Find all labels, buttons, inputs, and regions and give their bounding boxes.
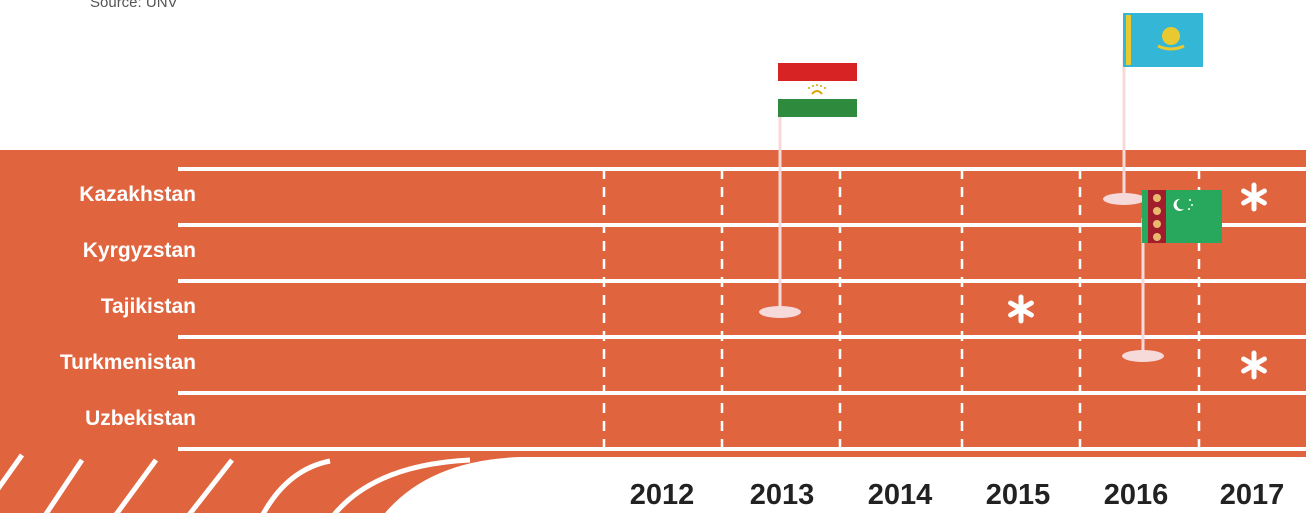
source-note: Source: UNV xyxy=(90,0,178,11)
track-surface xyxy=(0,150,1306,513)
year-label-2015: 2015 xyxy=(985,479,1051,511)
bottom-arc-lines xyxy=(0,453,471,513)
asterisk-icon xyxy=(1241,350,1267,380)
tajikistan-flag-event xyxy=(759,63,857,318)
row-label-kyrgyzstan: Kyrgyzstan xyxy=(82,239,196,262)
tajikistan-flag-icon xyxy=(778,63,857,117)
kazakhstan-flag-icon xyxy=(1123,13,1203,67)
row-label-uzbekistan: Uzbekistan xyxy=(85,407,196,430)
turkmenistan-flag-event xyxy=(1122,190,1222,362)
year-label-2014: 2014 xyxy=(867,479,933,511)
asterisk-icon xyxy=(1008,294,1034,324)
row-label-turkmenistan: Turkmenistan xyxy=(59,351,196,374)
year-label-2012: 2012 xyxy=(629,479,695,511)
asterisk-icon xyxy=(1241,182,1267,212)
kazakhstan-flag-event xyxy=(1103,13,1203,205)
asterisk-markers xyxy=(1008,182,1267,380)
year-label-2013: 2013 xyxy=(749,479,815,511)
year-label-2017: 2017 xyxy=(1219,479,1285,511)
year-label-2016: 2016 xyxy=(1103,479,1169,511)
row-label-tajikistan: Tajikistan xyxy=(100,295,196,318)
lane-lines xyxy=(178,167,1306,451)
row-label-kazakhstan: Kazakhstan xyxy=(79,183,196,206)
turkmenistan-flag-icon xyxy=(1142,190,1222,243)
